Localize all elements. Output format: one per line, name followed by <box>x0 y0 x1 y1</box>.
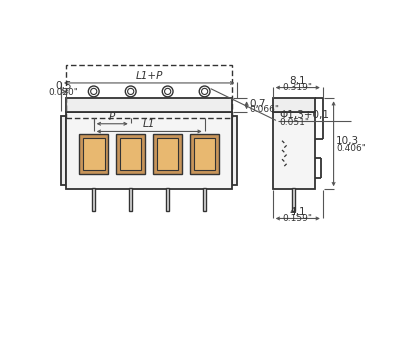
Circle shape <box>202 88 208 95</box>
Text: 0.319": 0.319" <box>283 83 313 92</box>
Text: 0,7: 0,7 <box>249 99 265 109</box>
Bar <box>116 134 145 174</box>
Bar <box>194 138 215 170</box>
Circle shape <box>128 88 134 95</box>
Bar <box>153 134 182 174</box>
Bar <box>157 138 178 170</box>
Text: L1: L1 <box>143 119 155 129</box>
Bar <box>66 65 232 118</box>
Bar <box>79 134 108 174</box>
Bar <box>292 189 295 211</box>
Text: L1+P: L1+P <box>136 71 163 81</box>
Bar <box>92 189 95 211</box>
Text: 0.020": 0.020" <box>49 88 79 97</box>
Text: 4,1: 4,1 <box>290 207 306 217</box>
Bar <box>273 98 315 112</box>
Text: P: P <box>109 112 115 122</box>
Bar <box>203 189 206 211</box>
Text: 0.159": 0.159" <box>283 214 313 223</box>
Bar <box>273 112 315 189</box>
Bar <box>166 189 169 211</box>
Text: 0,5: 0,5 <box>56 81 72 91</box>
Circle shape <box>164 88 171 95</box>
Bar <box>66 98 232 112</box>
Circle shape <box>199 86 210 97</box>
Bar <box>190 134 219 174</box>
Text: 0.406": 0.406" <box>336 144 366 153</box>
Bar <box>83 138 104 170</box>
Circle shape <box>162 86 173 97</box>
Circle shape <box>125 86 136 97</box>
Text: Φ1,3+0,1: Φ1,3+0,1 <box>280 110 330 120</box>
Bar <box>61 116 66 185</box>
Bar <box>129 189 132 211</box>
Bar <box>120 138 142 170</box>
Circle shape <box>88 86 99 97</box>
Text: 8,1: 8,1 <box>290 76 306 86</box>
Circle shape <box>91 88 97 95</box>
Text: 10,3: 10,3 <box>336 136 359 146</box>
Bar <box>66 112 232 189</box>
Bar <box>232 116 237 185</box>
Text: 0.051": 0.051" <box>280 118 310 127</box>
Text: 0.066": 0.066" <box>249 106 279 114</box>
